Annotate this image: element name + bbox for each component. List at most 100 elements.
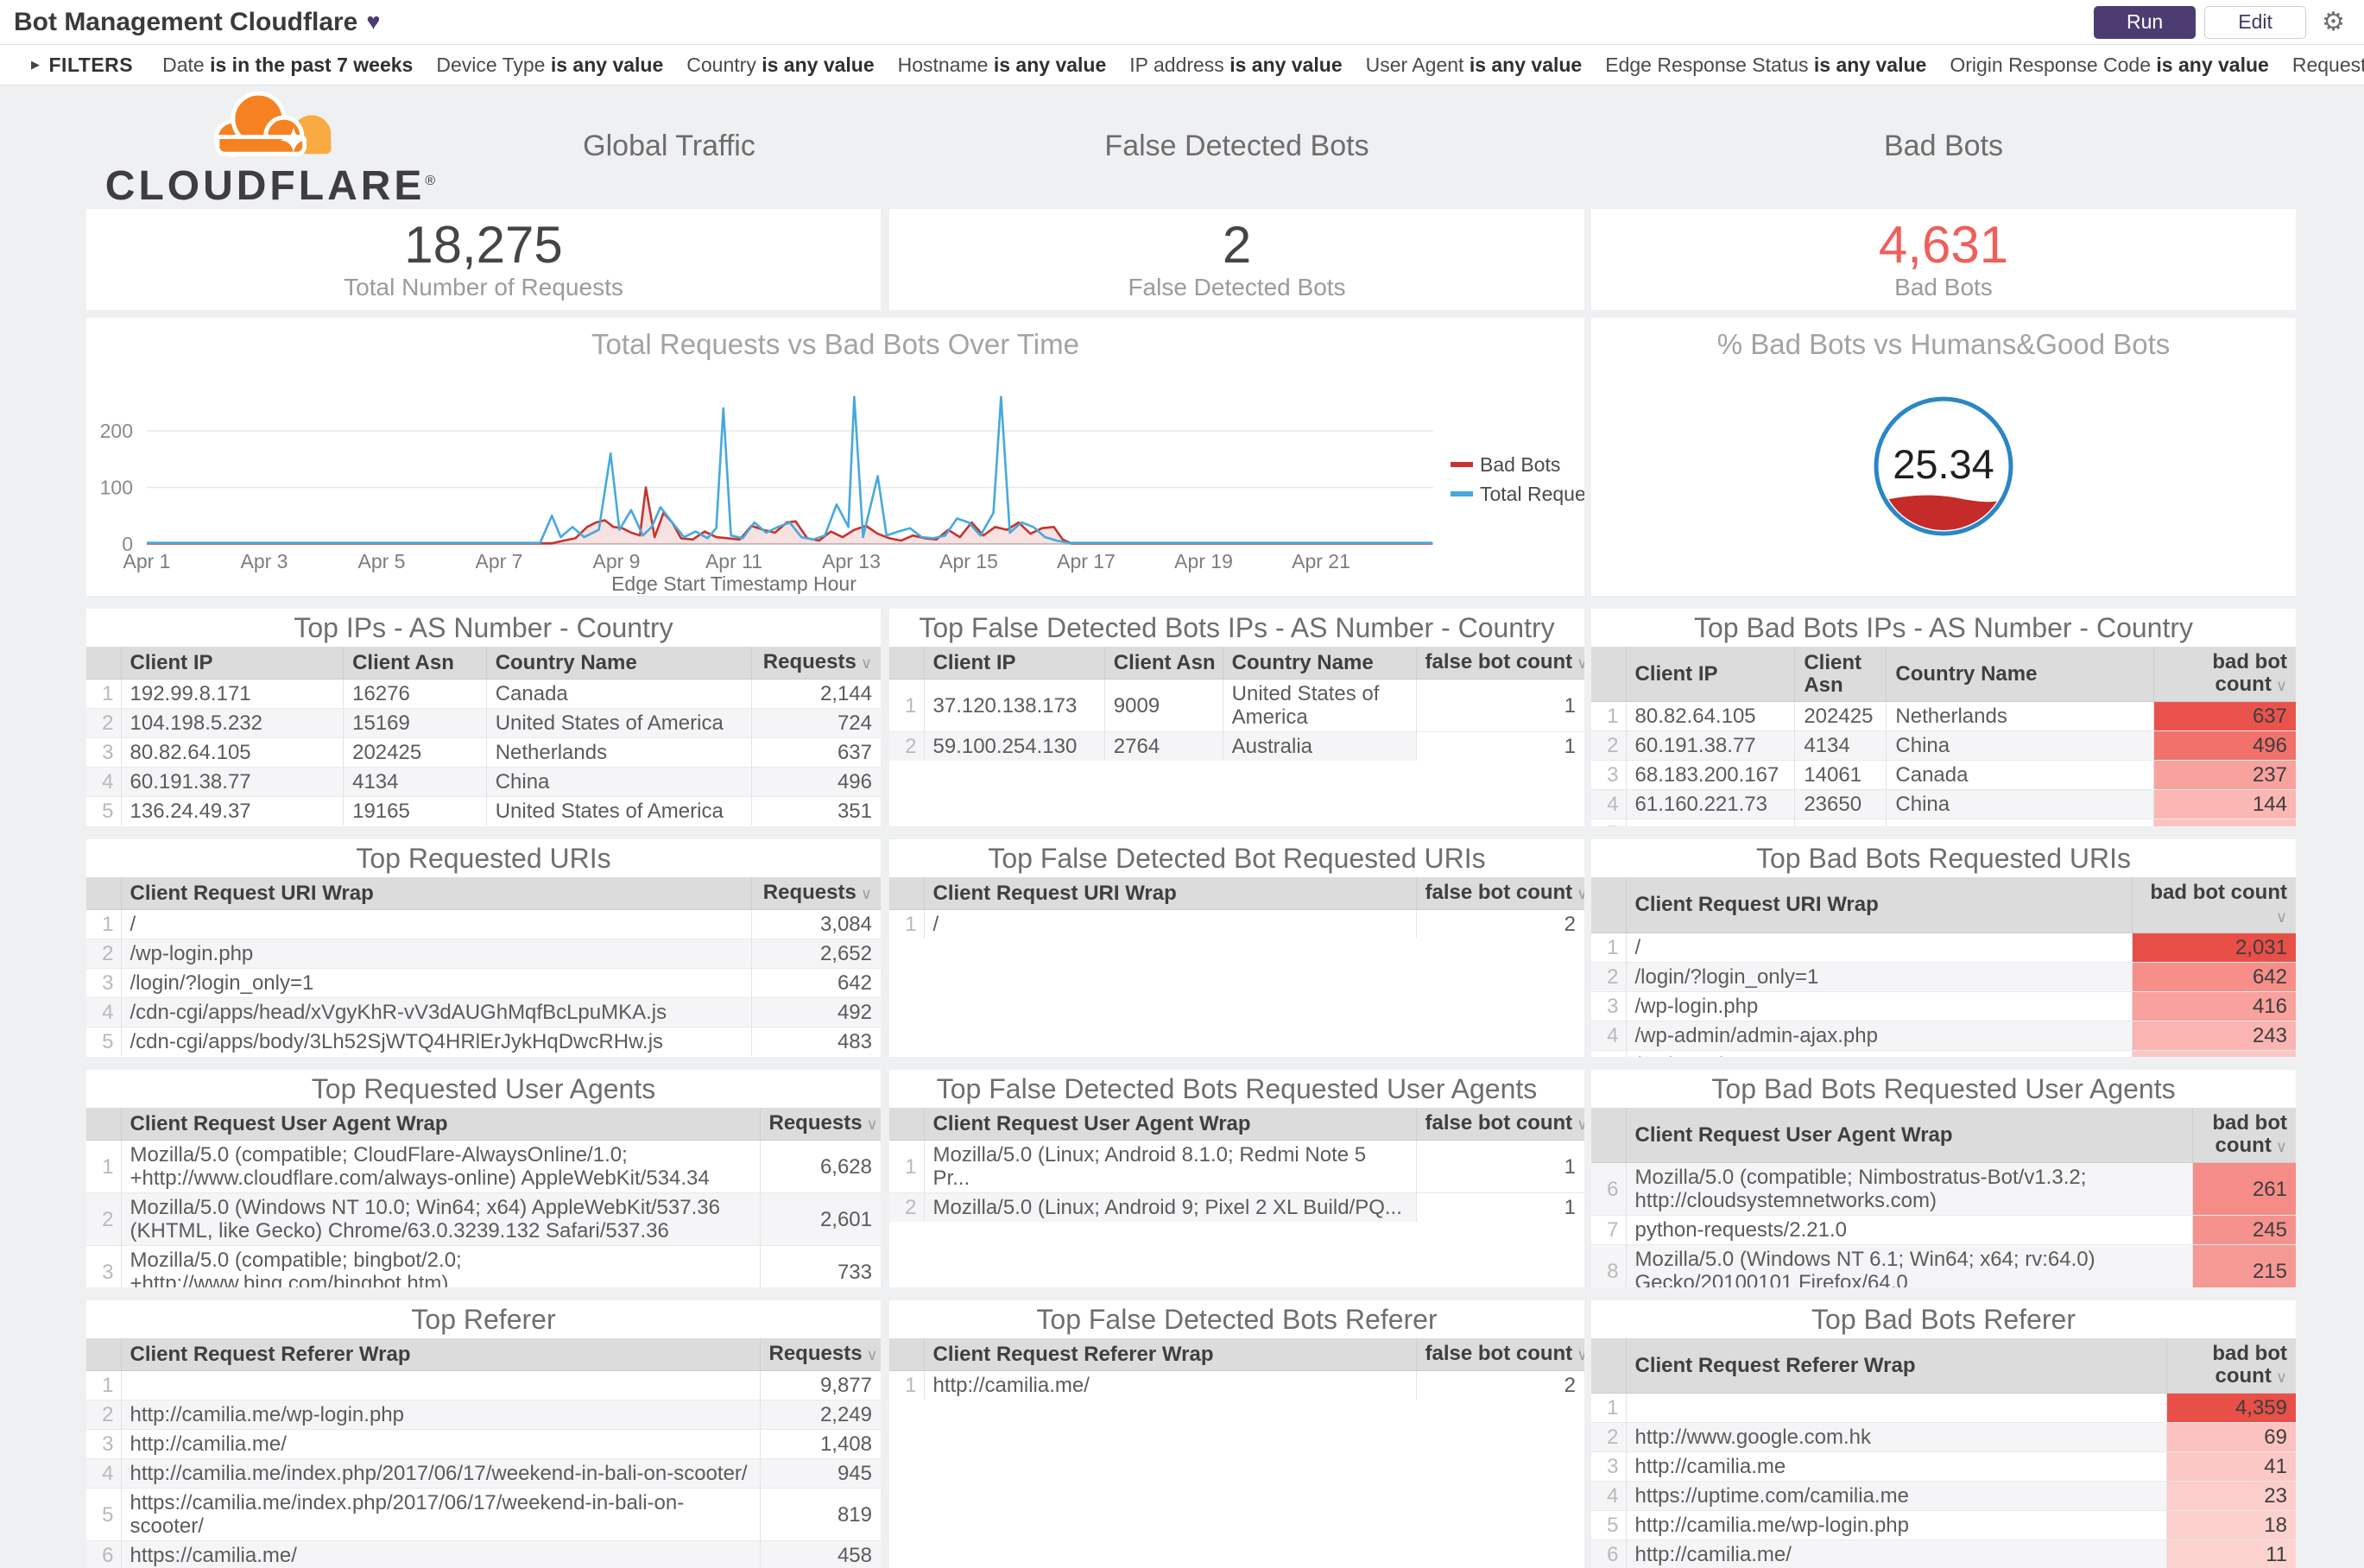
column-header[interactable]: Client Request Referer Wrap	[924, 1338, 1417, 1371]
row-number: 6	[86, 1540, 122, 1568]
table-cell: 202425	[343, 737, 487, 768]
column-header[interactable]: Client Request URI Wrap	[121, 877, 752, 910]
filter-item[interactable]: Date is in the past 7 weeks	[162, 53, 414, 76]
column-header[interactable]: Client Request URI Wrap	[1626, 877, 2133, 933]
table-cell: 80.82.64.105	[121, 737, 344, 768]
column-header[interactable]: false bot count ∨	[1416, 877, 1584, 910]
row-number: 5	[86, 1027, 122, 1056]
table-cell: 945	[760, 1458, 881, 1489]
filter-item[interactable]: IP address is any value	[1129, 53, 1343, 76]
table-cell	[121, 1370, 761, 1400]
column-header-bad-bots: Bad Bots	[1884, 129, 2003, 162]
table-cell: Mozilla/5.0 (Windows NT 10.0; Win64; x64…	[121, 1192, 761, 1246]
column-header[interactable]: Country Name	[1886, 647, 2154, 702]
column-header[interactable]: Client IP	[1626, 647, 1796, 702]
table-row: 2 http://camilia.me/wp-login.php 2,249	[86, 1400, 881, 1430]
x-axis-tick: Apr 1	[123, 550, 171, 572]
filter-item[interactable]: Request URI is any value	[2291, 53, 2364, 76]
column-header[interactable]: Client Request Referer Wrap	[121, 1338, 761, 1371]
page-title-text: Bot Management Cloudflare	[14, 7, 358, 36]
column-header[interactable]: Client Request URI Wrap	[924, 877, 1417, 910]
column-header[interactable]: false bot count ∨	[1416, 647, 1584, 680]
column-header[interactable]: bad bot count ∨	[2166, 1338, 2296, 1394]
filter-item[interactable]: Country is any value	[686, 53, 875, 76]
column-header[interactable]: Client IP	[924, 647, 1105, 680]
gear-icon[interactable]: ⚙	[2322, 8, 2345, 36]
table-row: 5 http://camilia.me/wp-login.php 18	[1591, 1510, 2296, 1540]
table-cell: 2	[1416, 1370, 1584, 1400]
kpi-card: 18,275 Total Number of Requests	[86, 209, 881, 310]
table-cell: 642	[751, 968, 881, 998]
table-cell: Australia	[1223, 731, 1417, 761]
column-header[interactable]: bad bot count ∨	[2192, 1108, 2296, 1163]
table-row: 3 http://camilia.me/1,408	[86, 1429, 881, 1459]
column-header[interactable]: Client Request User Agent Wrap	[1626, 1108, 2193, 1163]
table-cell: 496	[751, 767, 881, 797]
row-number: 1	[1591, 1393, 1627, 1423]
edit-button[interactable]: Edit	[2204, 5, 2307, 39]
column-header[interactable]: Client Asn	[1104, 647, 1223, 680]
filters-toggle[interactable]: ▶ FILTERS	[31, 54, 133, 77]
table-cell: 18	[2166, 1510, 2296, 1540]
table-row: 4/cdn-cgi/apps/head/xVgyKhR-vV3dAUGhMqfB…	[86, 997, 881, 1027]
column-header[interactable]: Country Name	[1223, 647, 1417, 680]
table-title: Top IPs - AS Number - Country	[294, 612, 673, 643]
filter-item[interactable]: Device Type is any value	[436, 53, 664, 76]
table-card: Top Requested User Agents Client Request …	[86, 1070, 881, 1287]
table-cell: 11	[2166, 1540, 2296, 1568]
column-header[interactable]: bad bot count ∨	[2132, 877, 2296, 933]
row-number-header	[86, 1338, 122, 1371]
table-cell: Canada	[1886, 760, 2154, 790]
cloudflare-wordmark: CLOUDFLARE®	[104, 163, 439, 209]
filter-item[interactable]: User Agent is any value	[1365, 53, 1583, 76]
column-header[interactable]: false bot count ∨	[1416, 1338, 1584, 1371]
table-cell: 261	[2192, 1162, 2296, 1216]
table-row: 1/2	[889, 909, 1584, 939]
table-cell: Mozilla/5.0 (Linux; Android 8.1.0; Redmi…	[924, 1140, 1417, 1193]
table-row: 4 https://uptime.com/camilia.me 23	[1591, 1481, 2296, 1511]
table-row: 2 Mozilla/5.0 (Linux; Android 9; Pixel 2 …	[889, 1192, 1584, 1222]
filter-item[interactable]: Hostname is any value	[897, 53, 1107, 76]
table-cell: 496	[2153, 730, 2296, 761]
row-number: 3	[86, 1429, 122, 1459]
kpi-value: 4,631	[1878, 216, 2009, 274]
heart-icon: ♥	[366, 9, 381, 35]
section-top-user-agents: Top Requested User Agents Client Request …	[86, 1070, 2296, 1287]
table-row: 4 60.191.38.77 4134 China 496	[86, 767, 881, 797]
column-header[interactable]: Client Asn	[1794, 647, 1887, 702]
column-header[interactable]: Requests ∨	[751, 647, 881, 680]
chart-canvas: 0 100 200 Apr 1 Apr 3 Apr 5 Apr 7 Apr 9 Apr 11 Ap…	[100, 395, 1584, 595]
column-header[interactable]: Requests ∨	[760, 1108, 881, 1141]
table-row: 2 http://www.google.com.hk 69	[1591, 1422, 2296, 1452]
table-cell: 41	[2166, 1451, 2296, 1482]
row-number: 1	[86, 679, 122, 709]
table-cell: 61.160.221.73	[1626, 789, 1796, 819]
table-row: 1 http://camilia.me/2	[889, 1370, 1584, 1400]
filter-item[interactable]: Origin Response Code is any value	[1950, 53, 2269, 76]
row-number: 4	[86, 997, 122, 1027]
column-header[interactable]: false bot count ∨	[1416, 1108, 1584, 1141]
table-cell: 202425	[1794, 701, 1887, 731]
section-top-ips: Top IPs - AS Number - Country Client IP Cl…	[86, 609, 2296, 826]
column-header[interactable]: bad bot count ∨	[2153, 647, 2296, 702]
table-cell: 124	[2132, 1050, 2296, 1057]
column-header[interactable]: Client Request User Agent Wrap	[924, 1108, 1417, 1141]
table-title: Top Bad Bots Requested User Agents	[1711, 1073, 2176, 1104]
table-row: 5 https://camilia.me/index.php/2017/06/17…	[86, 1488, 881, 1541]
table-row: 2 104.198.5.232 15169 United States of Amer…	[86, 708, 881, 738]
table-cell: /	[924, 909, 1417, 939]
run-button[interactable]: Run	[2094, 5, 2196, 39]
column-header[interactable]: Client Request Referer Wrap	[1626, 1338, 2167, 1394]
column-header[interactable]: Client IP	[121, 647, 344, 680]
column-header[interactable]: Client Asn	[343, 647, 487, 680]
row-number: 5	[1591, 1510, 1627, 1540]
column-header[interactable]: Client Request User Agent Wrap	[121, 1108, 761, 1141]
filter-item[interactable]: Edge Response Status is any value	[1605, 53, 1927, 76]
table-row: 2/wp-login.php 2,652	[86, 939, 881, 969]
column-header[interactable]: Country Name	[486, 647, 752, 680]
row-number-header	[889, 1108, 925, 1141]
column-header[interactable]: Requests ∨	[751, 877, 881, 910]
row-number: 1	[1591, 933, 1627, 963]
column-header[interactable]: Requests ∨	[760, 1338, 881, 1371]
